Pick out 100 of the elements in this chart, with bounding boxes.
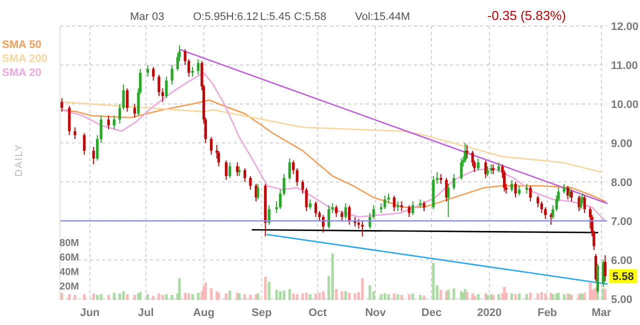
candlestick [170,64,174,85]
candlestick [152,66,155,82]
candlestick [357,218,360,230]
candlestick [464,142,466,163]
y-tick-label: 9.00 [611,138,632,150]
candlestick [552,204,554,220]
candlestick [275,200,278,214]
bar [268,282,270,300]
candlestick [408,204,410,218]
bar [361,278,364,300]
x-tick-label: Dec [421,307,442,319]
candlestick [244,168,246,182]
bar [82,294,86,300]
candlestick [126,88,129,112]
bar [288,289,291,300]
bar [158,293,160,300]
bar [544,293,547,300]
bar [282,290,286,300]
bar [440,290,442,300]
bar [204,282,207,300]
candlestick [387,193,390,204]
bar [392,293,396,300]
candlestick [107,115,110,130]
bar [396,294,400,300]
text: SMA 20 [2,67,42,79]
bar [562,294,566,300]
bar [107,294,110,300]
bar [275,290,278,300]
bar [301,293,304,300]
candlestick [486,166,489,177]
candlestick [238,166,241,177]
bar [74,294,76,300]
candlestick [384,195,386,210]
x-tick-label: Mar [592,307,612,319]
candlestick [340,210,344,222]
x-tick-label: Feb [537,307,558,319]
text: DAILY [14,143,25,177]
candlestick [133,103,136,118]
bar [432,263,435,300]
y-tick-label: 7.00 [611,216,632,228]
candlestick [392,195,396,212]
bar [165,294,168,300]
bar [514,294,517,300]
bar [422,296,426,300]
bar [244,294,246,300]
candlestick [96,134,99,161]
bar [408,294,410,300]
bar [466,292,468,300]
candlestick [476,158,480,171]
bar [264,276,267,300]
candlestick [188,58,190,78]
bar [540,292,543,300]
candlestick [412,200,414,216]
candlestick [146,64,150,78]
y2-tick-label: 80M [60,238,79,250]
bar [100,294,102,300]
candlestick [314,200,318,218]
bar [354,293,356,300]
bar [518,293,521,300]
x-tick-label: Jul [138,307,154,319]
bar [278,291,282,300]
bar [196,292,200,300]
bar [476,294,480,300]
candlestick [335,204,338,218]
text: -0.35 (5.83%) [487,8,566,23]
bar [305,292,308,300]
bar [322,291,325,300]
candlestick [100,115,102,144]
candlestick [440,174,442,184]
candlestick [452,174,456,190]
candlestick [249,176,252,190]
text: Vol:15.44M [355,11,410,23]
bar [340,291,344,300]
bar [122,291,125,300]
bar [191,294,194,300]
bar [178,278,181,300]
bar [228,290,232,300]
bar [296,294,298,300]
bar [161,294,164,300]
x-tick-label: Nov [365,307,387,319]
candlestick [604,254,606,282]
y-tick-label: 6.00 [611,254,632,267]
bar [400,294,403,300]
bar [188,293,190,300]
candlestick [292,160,295,175]
line-series [61,101,602,173]
candlestick [165,76,168,99]
x-tick-label: Jun [80,307,100,319]
candlestick [562,183,566,194]
annotation: 5.58 [612,271,634,284]
candlestick [348,204,351,226]
bar [96,294,99,300]
candlestick [344,202,347,220]
candlestick [158,74,160,97]
candlestick [544,206,547,220]
candlestick [60,98,64,112]
bar [497,294,500,300]
candlestick [514,181,517,198]
bar [126,294,129,300]
bar [384,293,386,300]
